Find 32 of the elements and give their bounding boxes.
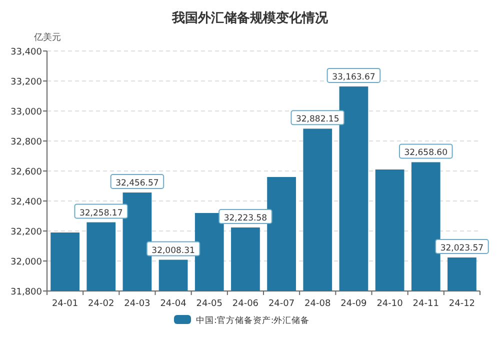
y-axis-title: 亿美元 (33, 32, 61, 43)
data-label: 32,223.58 (224, 213, 268, 224)
data-label: 32,882.15 (296, 114, 340, 125)
x-tick-label: 24-09 (340, 299, 368, 309)
x-tick-label: 24-03 (124, 299, 150, 309)
y-tick-label: 31,800 (10, 288, 42, 298)
x-tick-label: 24-02 (88, 299, 114, 309)
x-tick-label: 24-06 (232, 299, 259, 309)
legend-label: 中国:官方储备资产:外汇储备 (196, 315, 310, 326)
x-tick-label: 24-01 (52, 299, 78, 309)
data-label: 32,008.31 (152, 246, 195, 256)
x-tick-label: 24-04 (160, 299, 187, 309)
x-tick-label: 24-10 (376, 299, 404, 309)
y-tick-label: 32,000 (10, 258, 42, 268)
y-tick-label: 32,800 (10, 138, 42, 148)
y-tick-label: 33,400 (10, 48, 42, 58)
y-tick-label: 33,000 (10, 108, 42, 118)
y-tick-label: 32,400 (10, 198, 42, 208)
x-tick-label: 24-08 (304, 299, 331, 309)
x-tick-label: 24-05 (196, 299, 222, 309)
y-tick-label: 33,200 (10, 78, 42, 88)
x-tick-label: 24-11 (412, 299, 439, 309)
x-tick-label: 24-12 (448, 299, 476, 309)
data-label: 32,258.17 (79, 208, 123, 218)
data-label: 32,456.57 (116, 178, 159, 189)
data-label: 32,023.57 (440, 243, 484, 254)
data-label: 32,658.60 (404, 148, 448, 158)
data-label: 33,163.67 (332, 72, 376, 82)
chart-title: 我国外汇储备规模变化情况 (171, 10, 329, 26)
y-tick-label: 32,600 (10, 168, 42, 178)
y-tick-label: 32,200 (10, 228, 42, 238)
x-tick-label: 24-07 (268, 299, 295, 309)
